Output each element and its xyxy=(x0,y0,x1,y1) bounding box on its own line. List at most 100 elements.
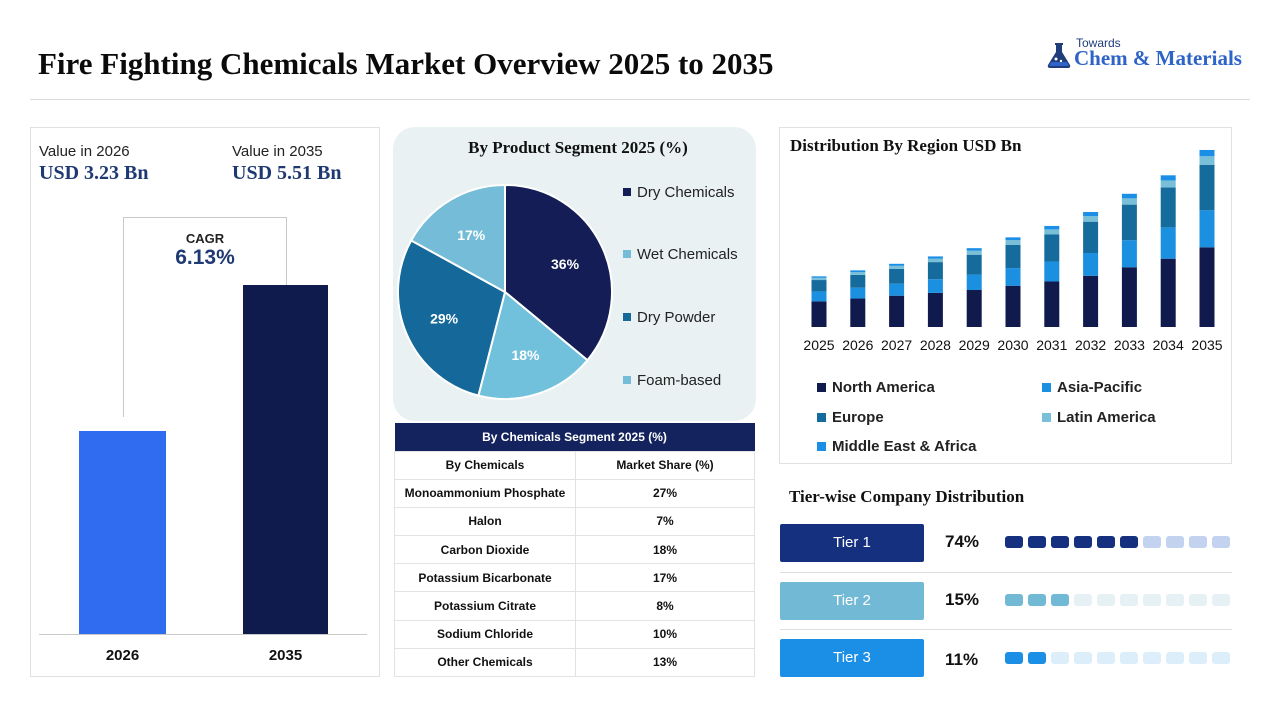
value-2026: USD 3.23 Bn xyxy=(39,162,149,184)
bar-segment-middle-east-africa-2026 xyxy=(850,270,866,273)
filled-dot xyxy=(1051,536,1069,548)
legend-item-wet-chemicals: Wet Chemicals xyxy=(623,246,738,263)
bar-segment-asia-pacific-2029 xyxy=(966,274,982,290)
empty-dot xyxy=(1120,652,1138,664)
filled-dot xyxy=(1005,536,1023,548)
empty-dot xyxy=(1189,652,1207,664)
bar-segment-asia-pacific-2033 xyxy=(1121,240,1137,268)
legend-swatch xyxy=(623,313,631,321)
filled-dot xyxy=(1005,594,1023,606)
table-row: Other Chemicals 13% xyxy=(394,647,755,678)
bar-segment-europe-2027 xyxy=(889,268,905,284)
bar-segment-asia-pacific-2025 xyxy=(811,291,827,302)
bar-2026 xyxy=(79,431,166,634)
empty-dot xyxy=(1166,594,1184,606)
bar-segment-europe-2029 xyxy=(966,254,982,275)
table-row: Sodium Chloride 10% xyxy=(394,619,755,649)
bar-segment-north-america-2034 xyxy=(1160,258,1176,327)
region-distribution-panel: Distribution By Region USD Bn 2025 2026 20… xyxy=(779,127,1232,464)
brand-logo: Towards Chem & Materials xyxy=(1044,36,1254,76)
table-title: By Chemicals Segment 2025 (%) xyxy=(394,423,755,451)
legend-label: Wet Chemicals xyxy=(637,246,738,263)
x-tick-label: 2026 xyxy=(842,337,873,353)
legend-label: Europe xyxy=(832,409,884,426)
bar-segment-north-america-2031 xyxy=(1044,281,1060,327)
cagr-value: 6.13% xyxy=(175,246,235,269)
chemical-name-cell: Potassium Bicarbonate xyxy=(394,563,576,593)
empty-dot xyxy=(1097,594,1115,606)
pie-data-label: 18% xyxy=(511,347,540,363)
bar-segment-latin-america-2032 xyxy=(1083,216,1099,222)
empty-dot xyxy=(1166,652,1184,664)
bar-segment-middle-east-africa-2033 xyxy=(1121,193,1137,199)
legend-item-middle-east-africa: Middle East & Africa xyxy=(817,438,976,455)
bar-segment-europe-2028 xyxy=(927,262,943,280)
bar-segment-latin-america-2034 xyxy=(1160,180,1176,188)
x-tick-label: 2029 xyxy=(959,337,990,353)
pie-slice-wet-chemicals xyxy=(409,183,506,294)
market-value-panel: Value in 2026 USD 3.23 Bn Value in 2035 … xyxy=(30,127,380,677)
bar-segment-asia-pacific-2035 xyxy=(1199,210,1215,248)
chemical-name-cell: Carbon Dioxide xyxy=(394,535,576,565)
page-title: Fire Fighting Chemicals Market Overview … xyxy=(38,46,774,81)
legend-item-dry-powder: Dry Powder xyxy=(623,309,715,326)
product-segment-panel: By Product Segment 2025 (%) 36% 18% 29% 17%… xyxy=(393,127,756,421)
filled-dot xyxy=(1028,536,1046,548)
bar-segment-europe-2026 xyxy=(850,274,866,288)
bar-segment-latin-america-2029 xyxy=(966,250,982,255)
filled-dot xyxy=(1051,594,1069,606)
market-share-cell: 17% xyxy=(575,563,755,593)
bar-segment-north-america-2030 xyxy=(1005,285,1021,327)
chemical-name-cell: Monoammonium Phosphate xyxy=(394,478,576,508)
logo-text-small: Towards xyxy=(1076,36,1121,50)
legend-label: Middle East & Africa xyxy=(832,438,977,455)
empty-dot xyxy=(1120,594,1138,606)
table-row: Potassium Bicarbonate 17% xyxy=(394,563,755,593)
bar-segment-latin-america-2035 xyxy=(1199,156,1215,165)
empty-dot xyxy=(1189,536,1207,548)
x-axis-line xyxy=(39,634,367,635)
tier-2-percent: 15% xyxy=(945,590,980,609)
legend-item-dry-chemicals: Dry Chemicals xyxy=(623,184,735,201)
bar-segment-latin-america-2031 xyxy=(1044,229,1060,235)
chemical-name-cell: Halon xyxy=(394,506,576,537)
bar-segment-latin-america-2033 xyxy=(1121,198,1137,205)
tier-3-percent: 11% xyxy=(945,650,979,669)
empty-dot xyxy=(1074,594,1092,606)
tier-1-dot-scale xyxy=(1005,536,1230,548)
filled-dot xyxy=(1005,652,1023,664)
x-tick-label: 2028 xyxy=(920,337,951,353)
table-row: Monoammonium Phosphate 27% xyxy=(394,478,755,508)
bar-segment-middle-east-africa-2029 xyxy=(966,248,982,251)
bar-segment-middle-east-africa-2034 xyxy=(1160,175,1176,181)
pie-chart-title: By Product Segment 2025 (%) xyxy=(468,138,688,157)
table-row: Potassium Citrate 8% xyxy=(394,591,755,621)
x-tick-label: 2025 xyxy=(803,337,834,353)
market-share-cell: 13% xyxy=(575,647,755,678)
legend-item-foam-based: Foam-based xyxy=(623,372,721,389)
market-share-cell: 10% xyxy=(575,619,755,649)
bar-segment-europe-2032 xyxy=(1083,221,1099,253)
empty-dot xyxy=(1212,536,1230,548)
bar-segment-latin-america-2027 xyxy=(889,265,905,269)
bar-segment-europe-2033 xyxy=(1121,204,1137,241)
tier-divider xyxy=(780,572,1232,573)
market-share-cell: 27% xyxy=(575,478,755,508)
bar-segment-asia-pacific-2027 xyxy=(889,283,905,296)
bar-segment-latin-america-2028 xyxy=(927,258,943,263)
chemical-name-cell: Other Chemicals xyxy=(394,647,576,678)
empty-dot xyxy=(1074,652,1092,664)
x-tick-label: 2032 xyxy=(1075,337,1106,353)
tier-2-dot-scale xyxy=(1005,594,1230,606)
filled-dot xyxy=(1074,536,1092,548)
tier-1-percent: 74% xyxy=(945,532,980,551)
bar-segment-north-america-2026 xyxy=(850,298,866,327)
pie-chart: 36% 18% 29% 17% xyxy=(397,183,613,400)
bar-segment-middle-east-africa-2028 xyxy=(927,256,943,259)
region-chart-title: Distribution By Region USD Bn xyxy=(790,136,1022,155)
legend-swatch xyxy=(817,383,826,392)
tier-divider xyxy=(780,629,1232,630)
legend-label: Dry Chemicals xyxy=(637,184,735,201)
pie-data-label: 29% xyxy=(430,310,459,326)
legend-swatch xyxy=(623,250,631,258)
